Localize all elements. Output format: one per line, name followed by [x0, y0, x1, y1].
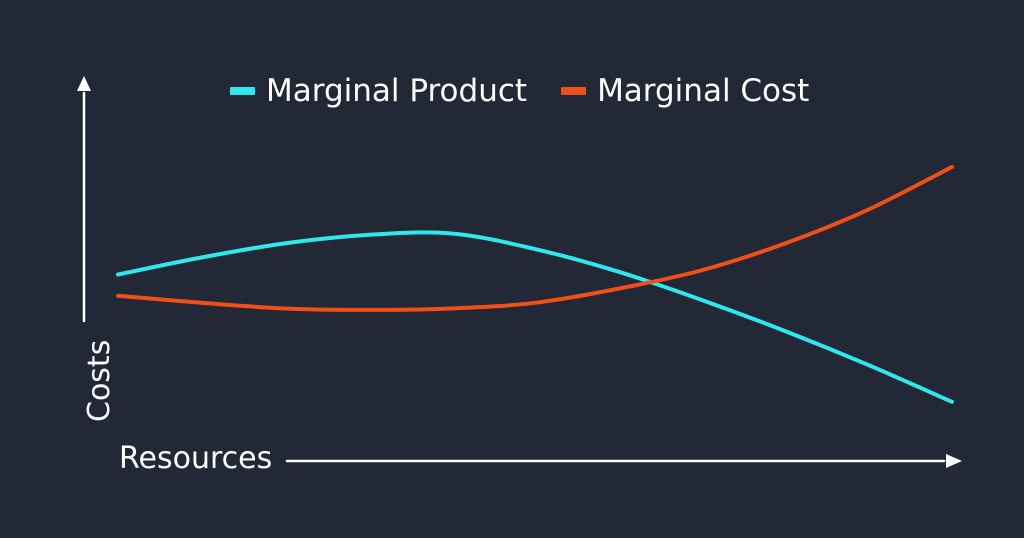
legend-item-marginal-product: Marginal Product — [230, 72, 527, 110]
legend-item-marginal-cost: Marginal Cost — [561, 72, 809, 110]
y-axis-label: Costs — [82, 339, 117, 422]
marginal-cost-line — [116, 164, 954, 312]
marginal-product-line — [116, 230, 954, 404]
legend-swatch-marginal-product — [230, 87, 255, 95]
legend-swatch-marginal-cost — [561, 87, 587, 95]
chart-legend: Marginal Product Marginal Cost — [230, 72, 809, 110]
legend-label-marginal-cost: Marginal Cost — [597, 73, 810, 109]
x-axis-label: Resources — [119, 441, 273, 476]
legend-label-marginal-product: Marginal Product — [266, 73, 528, 109]
x-axis-arrowhead — [946, 454, 962, 468]
y-axis-arrowhead — [77, 76, 91, 91]
